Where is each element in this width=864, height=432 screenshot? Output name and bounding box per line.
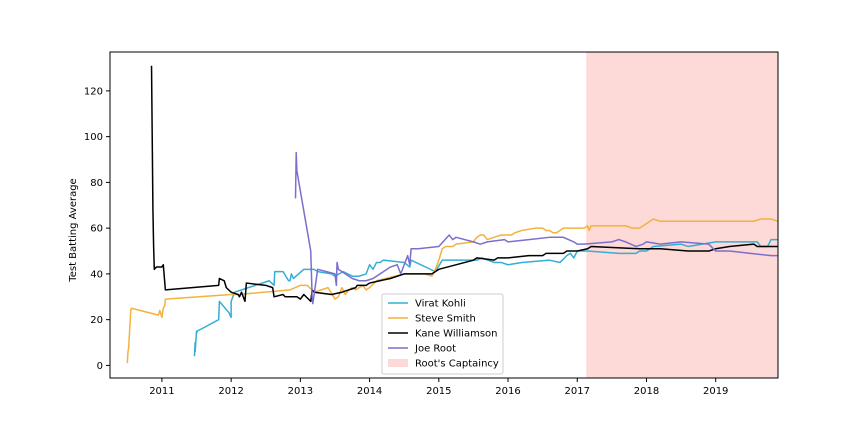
legend-swatch-captaincy xyxy=(388,359,408,367)
y-tick-label: 20 xyxy=(90,315,103,326)
x-tick-label: 2015 xyxy=(426,386,451,397)
y-tick-label: 120 xyxy=(84,86,103,97)
captaincy-shaded-region xyxy=(586,52,778,378)
legend-label-joe-root: Joe Root xyxy=(414,344,456,355)
y-tick-label: 60 xyxy=(90,224,103,235)
legend-label-kane-williamson: Kane Williamson xyxy=(415,329,498,340)
y-tick-label: 80 xyxy=(90,178,103,189)
legend-label-virat-kohli: Virat Kohli xyxy=(415,299,466,310)
plot-frame xyxy=(109,51,779,379)
legend-label-steve-smith: Steve Smith xyxy=(415,314,476,325)
legend-label-captaincy: Root's Captaincy xyxy=(415,359,499,370)
x-tick-label: 2013 xyxy=(288,386,313,397)
x-tick-label: 2018 xyxy=(634,386,659,397)
x-tick-label: 2011 xyxy=(149,386,174,397)
axes-layer xyxy=(109,51,779,379)
y-tick-label: 40 xyxy=(90,269,103,280)
x-tick-label: 2016 xyxy=(495,386,520,397)
x-tick-label: 2017 xyxy=(565,386,590,397)
x-tick-label: 2014 xyxy=(357,386,382,397)
ticks-layer: 2011 2012 2013 2014 2015 2016 2017 2018 2019 0 20 4… xyxy=(84,86,729,397)
legend-box xyxy=(381,293,504,375)
x-tick-label: 2019 xyxy=(703,386,728,397)
series-line-steve-smith xyxy=(126,218,779,364)
y-tick-label: 0 xyxy=(97,361,103,372)
series-line-kane-williamson xyxy=(150,65,778,303)
legend: Virat Kohli Steve Smith Kane Williamson Joe… xyxy=(381,293,504,375)
x-tick-label: 2012 xyxy=(218,386,243,397)
series-lines-layer xyxy=(126,65,779,364)
series-line-joe-root xyxy=(294,151,778,305)
y-tick-label: 100 xyxy=(84,132,103,143)
shaded-region-layer xyxy=(586,52,778,378)
y-axis-label: Test Batting Average xyxy=(68,178,79,282)
